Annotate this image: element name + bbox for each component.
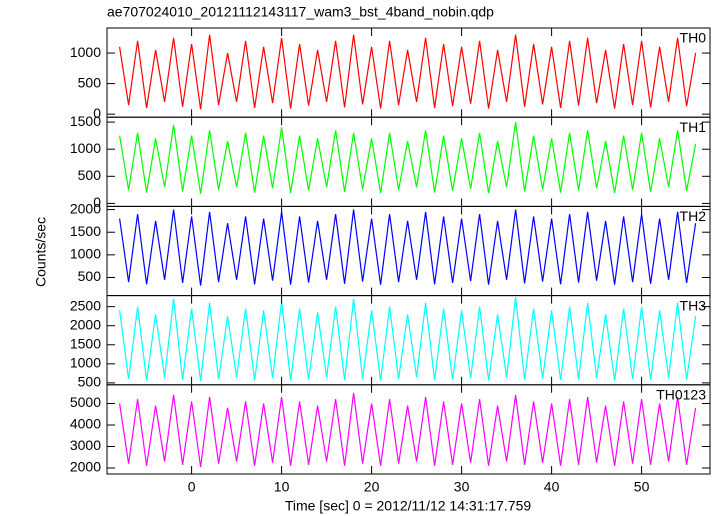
y-tick-label: 1000 <box>70 140 101 156</box>
y-tick-label: 500 <box>78 374 102 390</box>
chart-title: ae707024010_20121112143117_wam3_bst_4ban… <box>107 4 494 20</box>
panel-frame <box>106 384 711 475</box>
y-tick-label: 500 <box>78 74 102 90</box>
y-tick-label: 4000 <box>70 416 101 432</box>
y-tick-label: 1000 <box>70 355 101 371</box>
y-tick-label: 0 <box>93 194 101 210</box>
y-tick-label: 1000 <box>70 246 101 262</box>
series-line <box>119 297 697 382</box>
y-tick-label: 1500 <box>70 335 101 351</box>
series-name: TH3 <box>680 297 707 313</box>
y-tick-label: 1500 <box>70 113 101 129</box>
y-tick-label: 2000 <box>70 459 101 475</box>
y-tick-label: 0 <box>93 105 101 121</box>
y-tick-label: 2000 <box>70 316 101 332</box>
series-name: TH2 <box>680 208 707 224</box>
y-tick-label: 1500 <box>70 223 101 239</box>
series-name: TH0123 <box>656 387 706 403</box>
y-tick-label: 500 <box>78 268 102 284</box>
series-name: TH1 <box>680 119 707 135</box>
x-tick-label: 10 <box>274 479 290 495</box>
x-axis-label: Time [sec] 0 = 2012/11/12 14:31:17.759 <box>285 498 532 514</box>
series-line <box>119 209 697 286</box>
y-tick-label: 2500 <box>70 297 101 313</box>
y-axis-label: Counts/sec <box>33 217 49 287</box>
y-tick-label: 1000 <box>70 44 101 60</box>
y-tick-label: 3000 <box>70 437 101 453</box>
x-tick-label: 20 <box>364 479 380 495</box>
x-tick-label: 40 <box>544 479 560 495</box>
y-tick-label: 5000 <box>70 394 101 410</box>
y-tick-label: 2000 <box>70 200 101 216</box>
x-tick-label: 30 <box>454 479 470 495</box>
series-line <box>119 392 697 467</box>
x-tick-label: 0 <box>188 479 196 495</box>
series-name: TH0 <box>680 30 707 46</box>
series-line <box>119 122 697 194</box>
y-tick-label: 500 <box>78 167 102 183</box>
x-tick-label: 50 <box>634 479 650 495</box>
series-line <box>119 34 697 110</box>
